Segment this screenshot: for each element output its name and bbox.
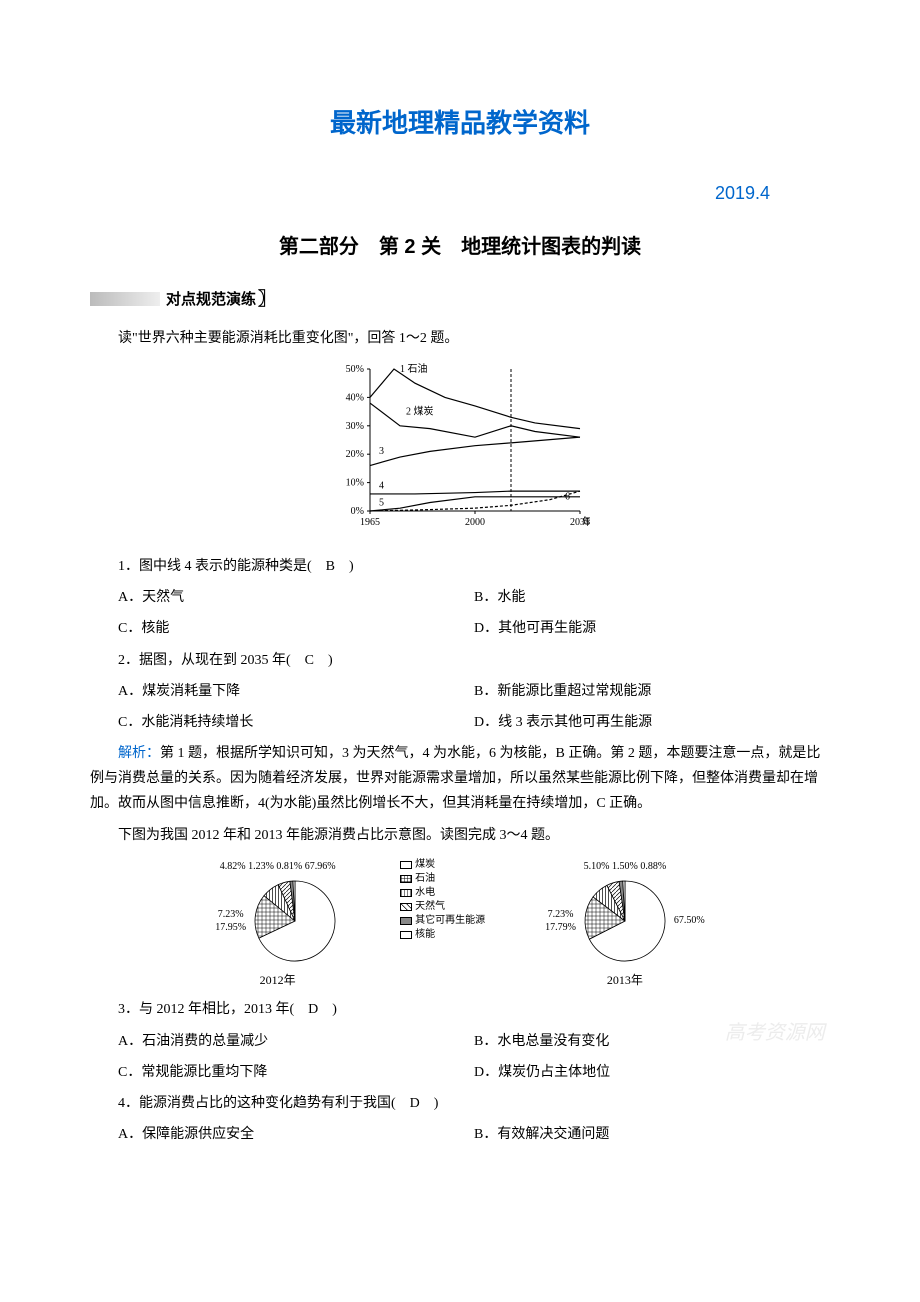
lbl: 17.79% [545, 921, 576, 934]
q1-stem: 1．图中线 4 表示的能源种类是( B ) [90, 554, 830, 579]
legend-item: 石油 [400, 872, 485, 886]
q3-options-row2: C．常规能源比重均下降 D．煤炭仍占主体地位 [90, 1060, 830, 1085]
q3-optB: B．水电总量没有变化 [474, 1029, 830, 1054]
pie-2012-left: 7.23% 17.95% [215, 908, 246, 934]
q4-options-row1: A．保障能源供应安全 B．有效解决交通问题 [90, 1122, 830, 1147]
pie-2013-top-labels: 5.10% 1.50% 0.88% [545, 858, 705, 876]
lbl: 1.50% [612, 861, 638, 872]
q3-optC: C．常规能源比重均下降 [118, 1060, 474, 1085]
lbl: 7.23% [215, 908, 246, 921]
svg-text:30%: 30% [346, 421, 364, 432]
legend-item: 煤炭 [400, 858, 485, 872]
lbl: 4.82% [220, 861, 246, 872]
pie-2013-left: 7.23% 17.79% [545, 908, 576, 934]
pie-2013-year: 2013年 [545, 970, 705, 992]
svg-text:3: 3 [379, 446, 384, 457]
legend-item: 其它可再生能源 [400, 914, 485, 928]
q2-options-row1: A．煤炭消耗量下降 B．新能源比重超过常规能源 [90, 679, 830, 704]
q3-options-row1: A．石油消费的总量减少 B．水电总量没有变化 [90, 1029, 830, 1054]
pie-charts: 4.82% 1.23% 0.81% 67.96% 7.23% 17.95% 20… [90, 858, 830, 992]
lbl: 5.10% [584, 861, 610, 872]
q2-stem: 2．据图，从现在到 2035 年( C ) [90, 648, 830, 673]
line-chart: 0%10%20%30%40%50%196520002035年1 石油2 煤炭34… [90, 361, 830, 540]
q2-optB: B．新能源比重超过常规能源 [474, 679, 830, 704]
svg-text:0%: 0% [351, 506, 364, 517]
analysis-text: 第 1 题，根据所学知识可知，3 为天然气，4 为水能，6 为核能，B 正确。第… [90, 746, 820, 811]
svg-text:2 煤炭: 2 煤炭 [406, 404, 434, 417]
intro-q1q2: 读"世界六种主要能源消耗比重变化图"，回答 1～2 题。 [90, 326, 830, 351]
pie-legend: 煤炭石油水电天然气其它可再生能源核能 [400, 858, 485, 992]
q4-optB: B．有效解决交通问题 [474, 1122, 830, 1147]
bracket-icon: 〗 [258, 283, 276, 315]
decorative-bar [90, 292, 160, 306]
q3-optD: D．煤炭仍占主体地位 [474, 1060, 830, 1085]
svg-text:6: 6 [565, 491, 570, 502]
legend-item: 核能 [400, 928, 485, 942]
lbl: 0.81% [276, 861, 302, 872]
analysis-label: 解析： [118, 746, 160, 761]
q2-optC: C．水能消耗持续增长 [118, 710, 474, 735]
svg-text:4: 4 [379, 480, 384, 491]
analysis-q1q2: 解析：第 1 题，根据所学知识可知，3 为天然气，4 为水能，6 为核能，B 正… [90, 741, 830, 817]
lbl: 0.88% [640, 861, 666, 872]
q2-optD: D．线 3 表示其他可再生能源 [474, 710, 830, 735]
q2-options-row2: C．水能消耗持续增长 D．线 3 表示其他可再生能源 [90, 710, 830, 735]
subsection-label: 对点规范演练 [166, 286, 256, 313]
pie-2013-svg [580, 876, 670, 966]
lbl: 1.23% [248, 861, 274, 872]
pie-2013: 5.10% 1.50% 0.88% 7.23% 17.79% 67.50% 20… [545, 858, 705, 992]
lbl: 67.96% [305, 861, 336, 872]
legend-item: 天然气 [400, 900, 485, 914]
pie-2012-top-labels: 4.82% 1.23% 0.81% 67.96% [215, 858, 340, 876]
main-title: 最新地理精品教学资料 [90, 100, 830, 147]
svg-text:5: 5 [379, 497, 384, 508]
svg-text:1 石油: 1 石油 [400, 362, 428, 375]
svg-text:1965: 1965 [360, 517, 380, 528]
q1-options-row2: C．核能 D．其他可再生能源 [90, 616, 830, 641]
svg-text:2000: 2000 [465, 517, 485, 528]
svg-text:50%: 50% [346, 364, 364, 375]
q1-options-row1: A．天然气 B．水能 [90, 585, 830, 610]
svg-text:10%: 10% [346, 477, 364, 488]
svg-text:40%: 40% [346, 392, 364, 403]
subsection-header: 对点规范演练 〗 [90, 283, 830, 315]
intro-q3q4: 下图为我国 2012 年和 2013 年能源消费占比示意图。读图完成 3～4 题… [90, 823, 830, 848]
lbl: 17.95% [215, 921, 246, 934]
pie-2013-right: 67.50% [674, 912, 705, 930]
q1-optA: A．天然气 [118, 585, 474, 610]
q4-optA: A．保障能源供应安全 [118, 1122, 474, 1147]
q3-optA: A．石油消费的总量减少 [118, 1029, 474, 1054]
date-line: 2019.4 [90, 177, 830, 209]
q1-optB: B．水能 [474, 585, 830, 610]
svg-text:年: 年 [582, 515, 590, 528]
lbl: 7.23% [545, 908, 576, 921]
svg-text:20%: 20% [346, 449, 364, 460]
q1-optD: D．其他可再生能源 [474, 616, 830, 641]
legend-item: 水电 [400, 886, 485, 900]
pie-2012-year: 2012年 [215, 970, 340, 992]
q3-stem: 3．与 2012 年相比，2013 年( D ) [90, 997, 830, 1022]
pie-2012: 4.82% 1.23% 0.81% 67.96% 7.23% 17.95% 20… [215, 858, 340, 992]
q2-optA: A．煤炭消耗量下降 [118, 679, 474, 704]
section-title: 第二部分 第 2 关 地理统计图表的判读 [90, 229, 830, 265]
pie-2012-svg [250, 876, 340, 966]
q1-optC: C．核能 [118, 616, 474, 641]
q4-stem: 4．能源消费占比的这种变化趋势有利于我国( D ) [90, 1091, 830, 1116]
